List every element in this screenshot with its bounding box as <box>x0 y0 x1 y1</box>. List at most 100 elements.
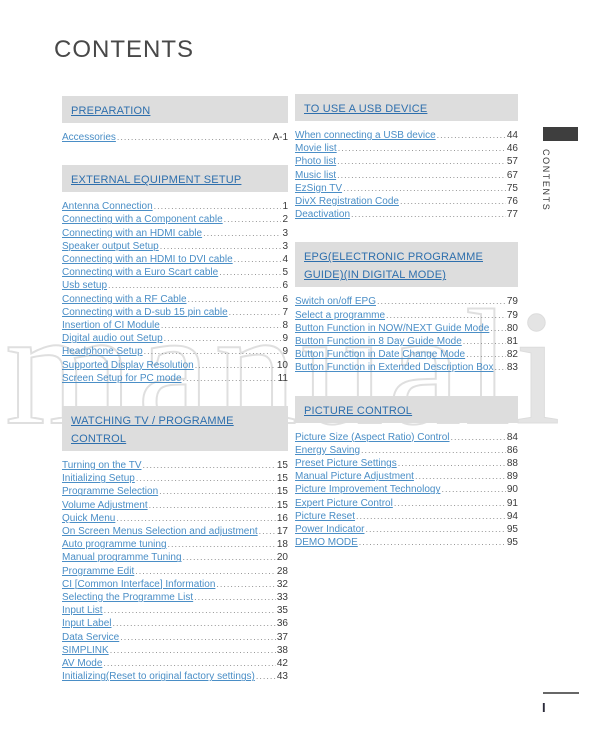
toc-link[interactable]: Connecting with an HDMI cable <box>62 227 203 239</box>
toc-link[interactable]: Connecting with a D-sub 15 pin cable <box>62 306 228 318</box>
toc-link[interactable]: Button Function in 8 Day Guide Mode <box>295 336 462 348</box>
toc-link[interactable]: Button Function in Date Change Mode <box>295 349 466 361</box>
section-header-bar: WATCHING TV / PROGRAMME CONTROL <box>62 406 288 452</box>
toc-link[interactable]: Digital audio out Setup <box>62 333 163 345</box>
toc-entry: Programme Selection 15 <box>62 485 288 498</box>
toc-link[interactable]: Connecting with a Euro Scart cable <box>62 267 219 279</box>
dotted-leader <box>216 578 275 591</box>
toc-link[interactable]: Antenna Connection <box>62 201 153 213</box>
toc-entry: Photo list 57 <box>295 155 518 168</box>
toc-link[interactable]: Supported Display Resolution <box>62 359 194 371</box>
toc-link[interactable]: Speaker output Setup <box>62 240 159 252</box>
toc-link[interactable]: Input Label <box>62 618 112 630</box>
column-right: TO USE A USB DEVICE When connecting a US… <box>295 94 518 549</box>
toc-link[interactable]: Input List <box>62 605 103 617</box>
toc-link[interactable]: Picture Size (Aspect Ratio) Control <box>295 431 450 443</box>
toc-link[interactable]: DivX Registration Code <box>295 196 399 208</box>
dotted-leader <box>451 431 506 444</box>
page-number: 43 <box>276 671 288 683</box>
toc-link[interactable]: Connecting with an HDMI to DVI cable <box>62 254 233 266</box>
dotted-leader <box>463 335 506 348</box>
section-header-bar: EXTERNAL EQUIPMENT SETUP <box>62 165 288 193</box>
dotted-leader <box>161 319 282 332</box>
page-number: 37 <box>276 631 288 643</box>
toc-link[interactable]: Connecting with a Component cable <box>62 214 223 226</box>
dotted-leader <box>256 670 276 683</box>
toc-link[interactable]: Selecting the Programme List <box>62 592 194 604</box>
toc-link[interactable]: Photo list <box>295 156 337 168</box>
toc-entry: Headphone Setup 9 <box>62 345 288 358</box>
toc-link[interactable]: Picture Reset <box>295 510 356 522</box>
page-number: 36 <box>276 618 288 630</box>
page-number: 9 <box>282 346 288 358</box>
toc-link[interactable]: Deactivation <box>295 209 351 221</box>
toc-link[interactable]: Insertion of CI Module <box>62 320 160 332</box>
toc-entry: Preset Picture Settings 88 <box>295 457 518 470</box>
toc-link[interactable]: Button Function in Extended Description … <box>295 362 494 374</box>
section-header-link[interactable]: PREPARATION <box>71 105 151 117</box>
toc-link[interactable]: Programme Selection <box>62 486 159 498</box>
toc-link[interactable]: Preset Picture Settings <box>295 458 397 470</box>
page-number: 82 <box>506 349 518 361</box>
toc-link[interactable]: Movie list <box>295 143 337 155</box>
section-header-link[interactable]: WATCHING TV / PROGRAMME CONTROL <box>71 415 234 446</box>
toc-link[interactable]: Manual programme Tuning <box>62 552 182 564</box>
dotted-leader <box>135 565 276 578</box>
dotted-leader <box>149 499 276 512</box>
toc-link[interactable]: Quick Menu <box>62 512 116 524</box>
toc-entry: SIMPLINK 38 <box>62 644 288 657</box>
toc-link[interactable]: Connecting with a RF Cable <box>62 293 187 305</box>
toc-link[interactable]: Initializing Setup <box>62 473 135 485</box>
toc-link[interactable]: Energy Saving <box>295 444 361 456</box>
toc-link[interactable]: AV Mode <box>62 658 103 670</box>
page-number: 57 <box>506 156 518 168</box>
toc-link[interactable]: EzSign TV <box>295 182 343 194</box>
toc-link[interactable]: Switch on/off EPG <box>295 296 376 308</box>
toc-link[interactable]: Data Service <box>62 631 120 643</box>
toc-link[interactable]: Volume Adjustment <box>62 499 148 511</box>
toc-link[interactable]: Select a programme <box>295 309 386 321</box>
toc-link[interactable]: Music list <box>295 169 337 181</box>
toc-link[interactable]: Turning on the TV <box>62 460 142 472</box>
toc-link[interactable]: Programme Edit <box>62 565 135 577</box>
toc-link[interactable]: Auto programme tuning <box>62 539 167 551</box>
dotted-leader <box>108 279 281 292</box>
toc-link[interactable]: On Screen Menus Selection and adjustment <box>62 526 258 538</box>
toc-link[interactable]: Picture Improvement Technology <box>295 484 441 496</box>
toc-link[interactable]: CI [Common Interface] Information <box>62 578 216 590</box>
toc-entry: Button Function in Extended Description … <box>295 361 518 374</box>
toc-link[interactable]: Button Function in NOW/NEXT Guide Mode <box>295 322 490 334</box>
dotted-leader <box>144 345 282 358</box>
page-number: 77 <box>506 209 518 221</box>
dotted-leader <box>365 523 505 536</box>
toc-link[interactable]: Expert Picture Control <box>295 497 393 509</box>
dotted-leader <box>136 472 276 485</box>
toc-link[interactable]: Headphone Setup <box>62 346 143 358</box>
toc-link[interactable]: Usb setup <box>62 280 108 292</box>
page-number: 44 <box>506 130 518 141</box>
page-number: 86 <box>506 444 518 456</box>
dotted-leader <box>194 591 276 604</box>
toc-entry: Button Function in NOW/NEXT Guide Mode 8… <box>295 322 518 335</box>
toc-rows: Switch on/off EPG 79 Select a programme … <box>295 295 518 374</box>
toc-link[interactable]: Manual Picture Adjustment <box>295 471 414 483</box>
page-number: 42 <box>276 658 288 670</box>
toc-link[interactable]: When connecting a USB device <box>295 130 436 141</box>
toc-link[interactable]: Accessories <box>62 132 116 143</box>
section-header-link[interactable]: PICTURE CONTROL <box>304 404 413 417</box>
toc-entry: Manual programme Tuning 20 <box>62 551 288 564</box>
dotted-leader <box>195 359 276 372</box>
toc-entry: Speaker output Setup 3 <box>62 240 288 253</box>
section-header-link[interactable]: EXTERNAL EQUIPMENT SETUP <box>71 174 242 187</box>
section-header-link[interactable]: EPG(ELECTRONIC PROGRAMME GUIDE)(IN DIGIT… <box>304 251 483 282</box>
toc-entry: Programme Edit 28 <box>62 565 288 578</box>
section-header-link[interactable]: TO USE A USB DEVICE <box>304 103 428 115</box>
toc-link[interactable]: Screen Setup for PC mode <box>62 372 182 384</box>
toc-link[interactable]: DEMO MODE <box>295 537 358 549</box>
toc-link[interactable]: Initializing(Reset to original factory s… <box>62 671 255 683</box>
page-number: 16 <box>276 512 288 524</box>
toc-entry: Music list 67 <box>295 169 518 182</box>
toc-link[interactable]: SIMPLINK <box>62 644 109 656</box>
page-number: A-1 <box>272 132 288 143</box>
toc-link[interactable]: Power Indicator <box>295 524 365 536</box>
